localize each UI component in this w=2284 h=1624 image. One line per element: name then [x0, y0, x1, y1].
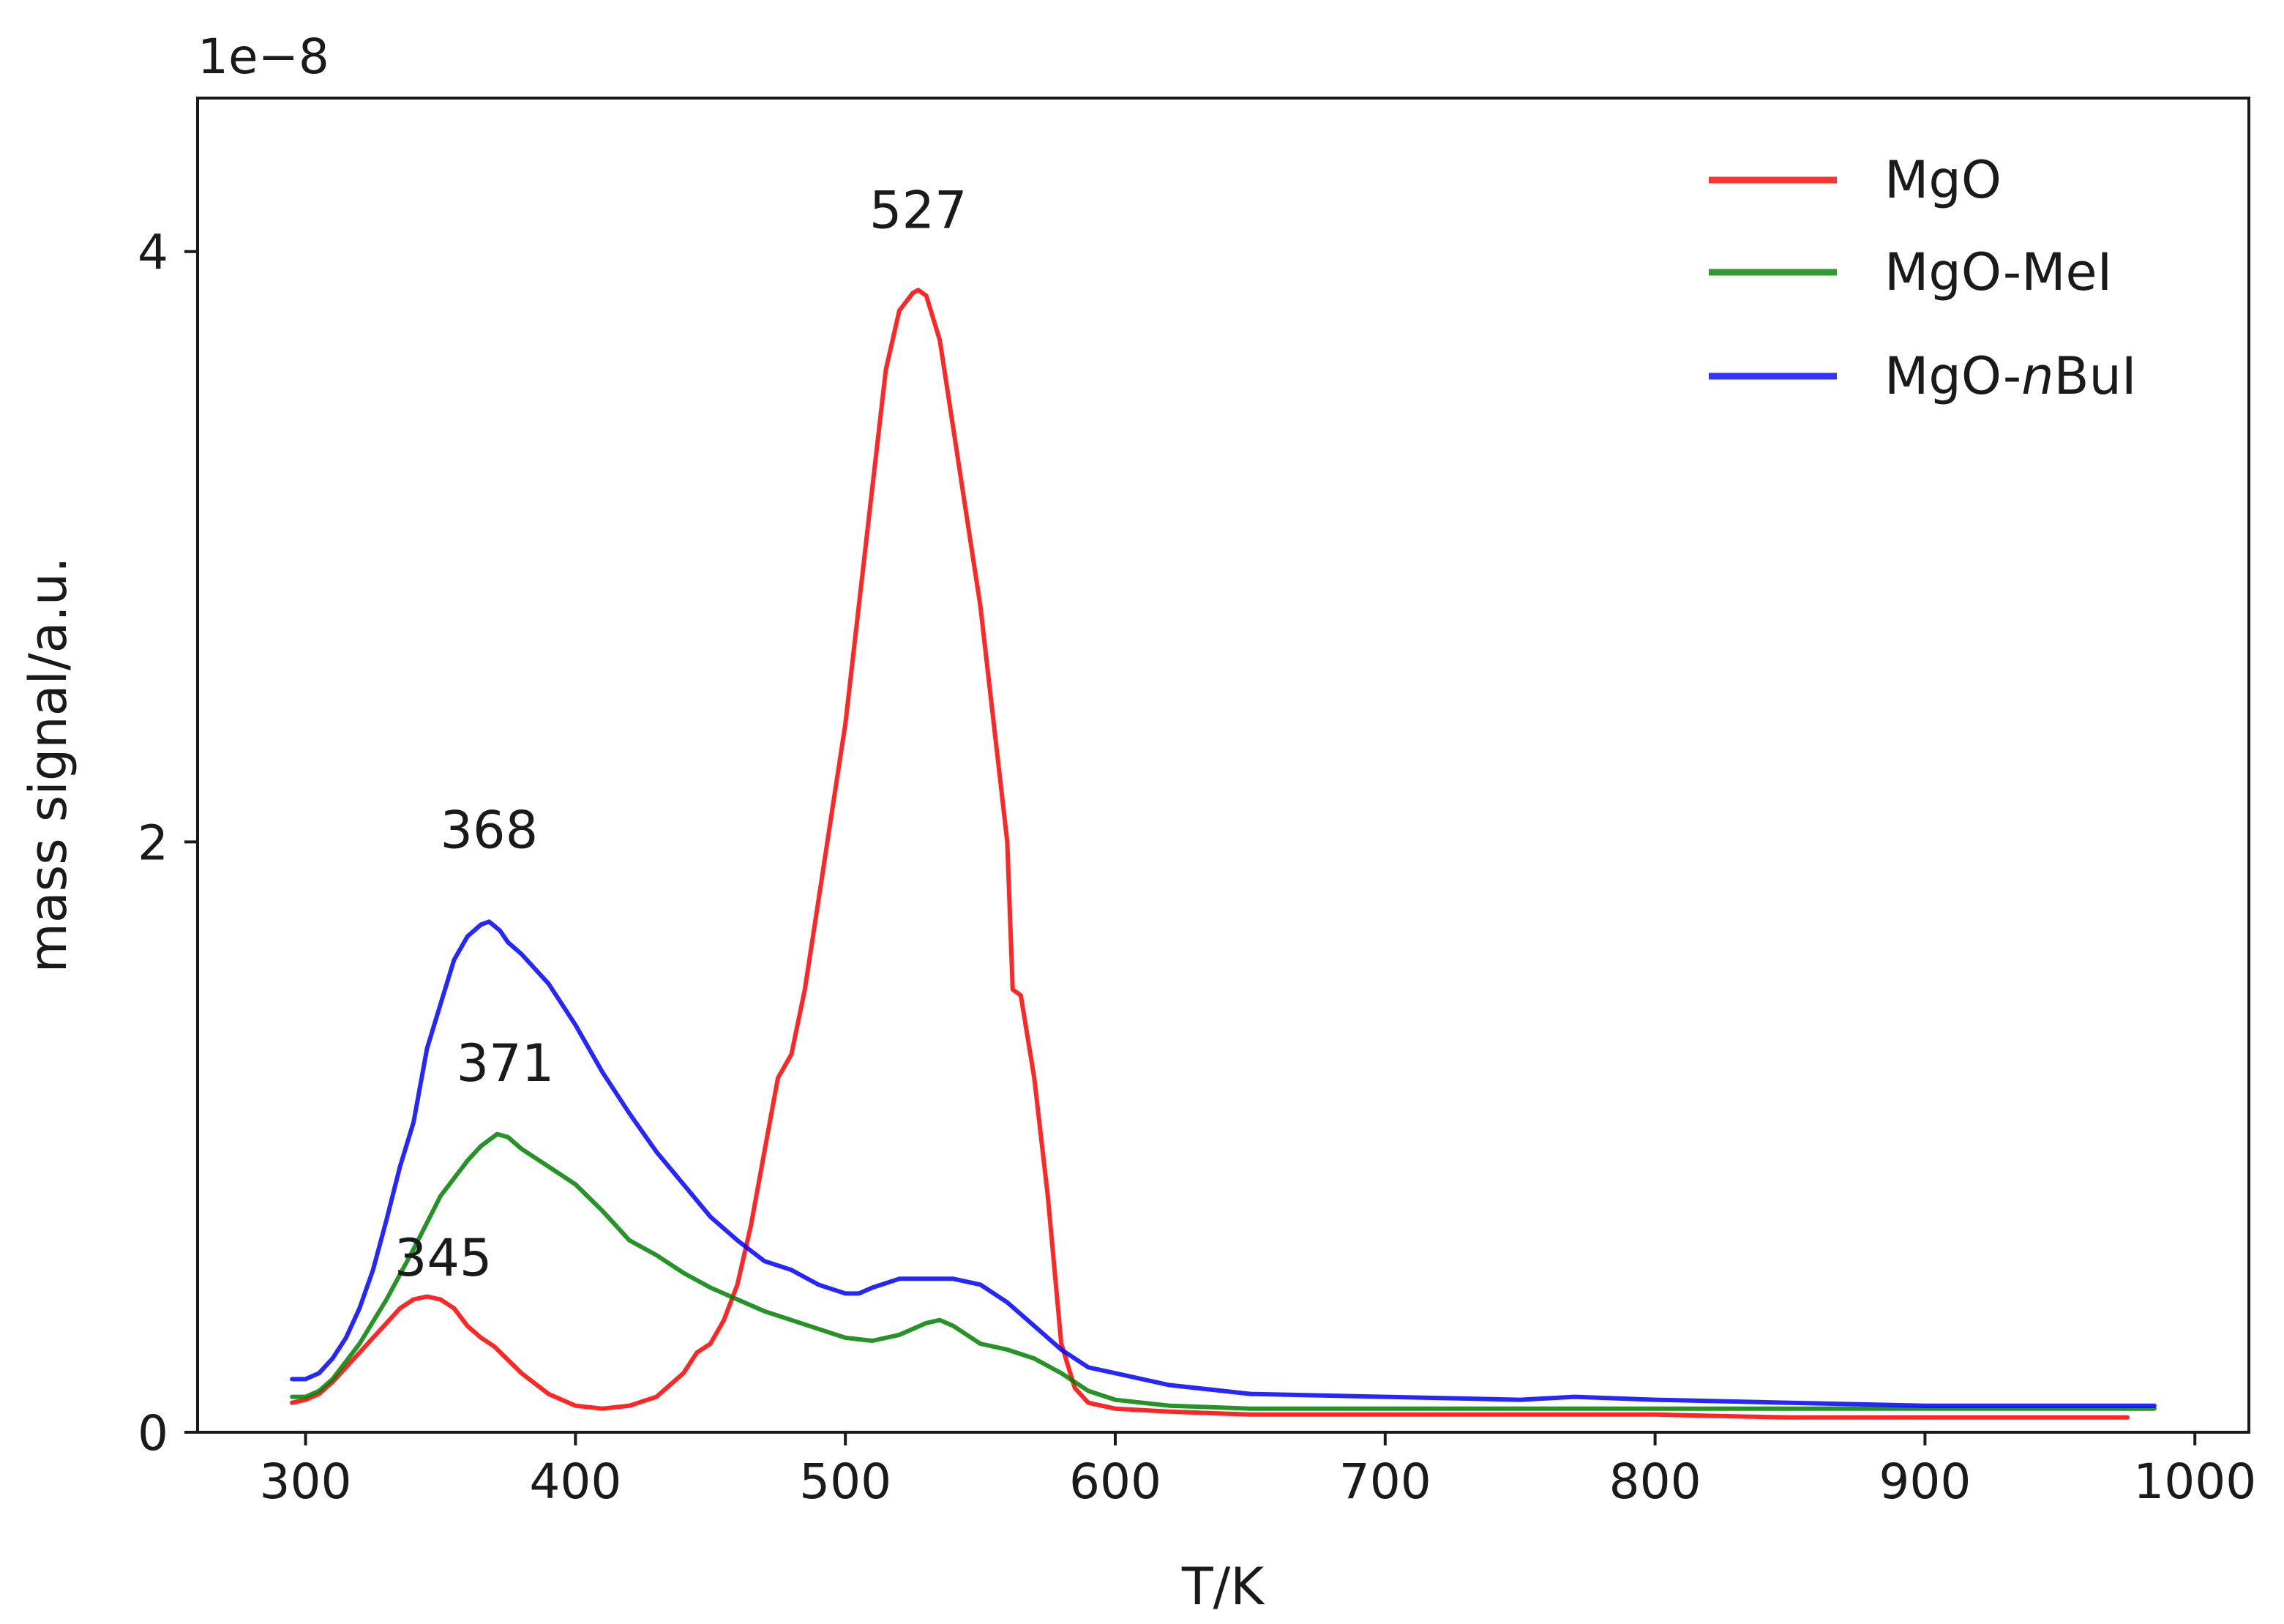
x-tick-label: 500	[799, 1453, 891, 1510]
peak-label: 368	[441, 800, 539, 860]
peak-label: 345	[394, 1228, 493, 1288]
legend-label-mgo-mei: MgO-MeI	[1884, 242, 2112, 302]
y-offset-label: 1e−8	[198, 29, 329, 85]
series-layer	[290, 288, 2157, 1420]
legend: MgO MgO-MeI MgO-nBuI	[1709, 150, 2137, 406]
legend-label-mgo: MgO	[1884, 150, 2002, 210]
plot-frame	[196, 97, 2250, 1434]
x-axis-ticks: 300 400 500 600 700 800 900 1000	[260, 1432, 2256, 1510]
legend-label-part: MgO-	[1884, 346, 2021, 406]
legend-label-mgo-nbui: MgO-nBuI	[1884, 346, 2137, 406]
annotation-layer: 527 368 371 345	[394, 180, 967, 1288]
legend-label-part: MgO	[1884, 150, 2002, 210]
peak-label: 527	[869, 180, 967, 240]
series-line-mgo	[290, 288, 2130, 1420]
peak-label: 371	[457, 1033, 555, 1093]
x-tick-label: 700	[1339, 1453, 1431, 1510]
x-tick-label: 300	[260, 1453, 352, 1510]
y-tick-label: 2	[138, 815, 168, 871]
x-tick-label: 400	[529, 1453, 621, 1510]
y-axis-ticks: 0 2 4	[138, 225, 198, 1462]
series-line-mgo-nbui	[290, 919, 2157, 1408]
x-tick-label: 1000	[2133, 1453, 2256, 1510]
y-tick-label: 4	[138, 225, 168, 281]
series-line-mgo-mei	[290, 1131, 2157, 1411]
x-axis-label: T/K	[1181, 1557, 1265, 1617]
legend-label-part: n	[2021, 346, 2053, 406]
x-tick-label: 600	[1069, 1453, 1161, 1510]
x-tick-label: 900	[1879, 1453, 1971, 1510]
y-axis-label: mass signal/a.u.	[18, 557, 78, 973]
x-tick-label: 800	[1609, 1453, 1701, 1510]
legend-label-part: MgO-MeI	[1884, 242, 2112, 302]
legend-label-part: BuI	[2054, 346, 2137, 406]
y-tick-label: 0	[138, 1405, 168, 1462]
